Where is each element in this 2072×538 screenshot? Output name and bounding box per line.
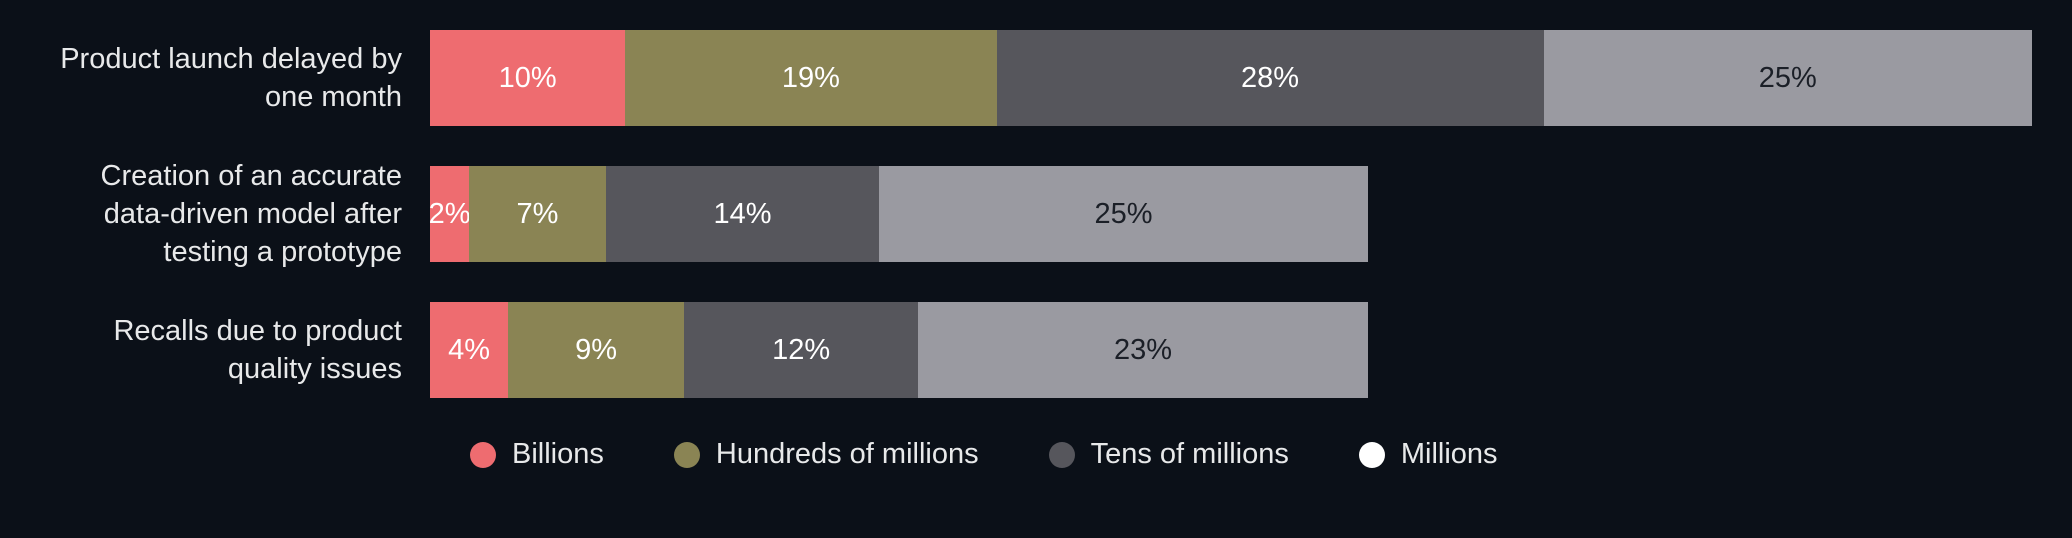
legend-label: Millions — [1401, 438, 1498, 471]
bar-segment-value: 10% — [499, 62, 557, 95]
bar-segment-value: 7% — [516, 198, 558, 231]
bar-segment-billions: 4% — [430, 302, 508, 398]
row-label: Product launch delayed by one month — [40, 40, 430, 117]
legend-swatch-icon — [1359, 442, 1385, 468]
legend-swatch-icon — [470, 442, 496, 468]
row-bar-area: 4% 9% 12% 23% — [430, 302, 2032, 398]
bar-segment-millions: 25% — [879, 166, 1367, 262]
bar-segment-value: 25% — [1759, 62, 1817, 95]
row-label: Recalls due to product quality issues — [40, 312, 430, 389]
bar-rows: Product launch delayed by one month 10% 19… — [40, 20, 2032, 398]
legend-swatch-icon — [1049, 442, 1075, 468]
row-bar-area: 10% 19% 28% 25% — [430, 30, 2032, 126]
bar-segment-millions: 23% — [918, 302, 1367, 398]
cost-impact-stacked-bar-chart: Product launch delayed by one month 10% 19… — [0, 0, 2072, 538]
bar-segment-tens_of_millions: 14% — [606, 166, 880, 262]
bar-segment-value: 28% — [1241, 62, 1299, 95]
legend: Billions Hundreds of millions Tens of mill… — [40, 438, 2032, 471]
bar-segment-hundreds_of_millions: 9% — [508, 302, 684, 398]
legend-label: Hundreds of millions — [716, 438, 979, 471]
bar-segment-tens_of_millions: 28% — [997, 30, 1544, 126]
legend-item-millions: Millions — [1359, 438, 1498, 471]
bar-row: Product launch delayed by one month 10% 19… — [40, 30, 2032, 126]
bar-segment-value: 12% — [772, 334, 830, 367]
bar-segment-billions: 2% — [430, 166, 469, 262]
bar-segment-millions: 25% — [1544, 30, 2032, 126]
legend-label: Billions — [512, 438, 604, 471]
legend-label: Tens of millions — [1091, 438, 1289, 471]
bar-segment-value: 4% — [448, 334, 490, 367]
legend-item-tens_of_millions: Tens of millions — [1049, 438, 1289, 471]
bar-segment-value: 19% — [782, 62, 840, 95]
bar-segment-billions: 10% — [430, 30, 625, 126]
bar-segment-value: 14% — [714, 198, 772, 231]
bar-row: Recalls due to product quality issues 4% 9… — [40, 302, 2032, 398]
row-bar-area: 2% 7% 14% 25% — [430, 166, 2032, 262]
bar-segment-value: 2% — [429, 198, 471, 231]
legend-swatch-icon — [674, 442, 700, 468]
bar-row: Creation of an accurate data-driven mode… — [40, 166, 2032, 262]
bar-segment-value: 9% — [575, 334, 617, 367]
bar-segment-value: 25% — [1094, 198, 1152, 231]
legend-item-billions: Billions — [470, 438, 604, 471]
bar-segment-hundreds_of_millions: 19% — [625, 30, 996, 126]
bar-segment-value: 23% — [1114, 334, 1172, 367]
legend-item-hundreds_of_millions: Hundreds of millions — [674, 438, 979, 471]
bar-segment-hundreds_of_millions: 7% — [469, 166, 606, 262]
bar-segment-tens_of_millions: 12% — [684, 302, 918, 398]
row-label: Creation of an accurate data-driven mode… — [40, 157, 430, 272]
